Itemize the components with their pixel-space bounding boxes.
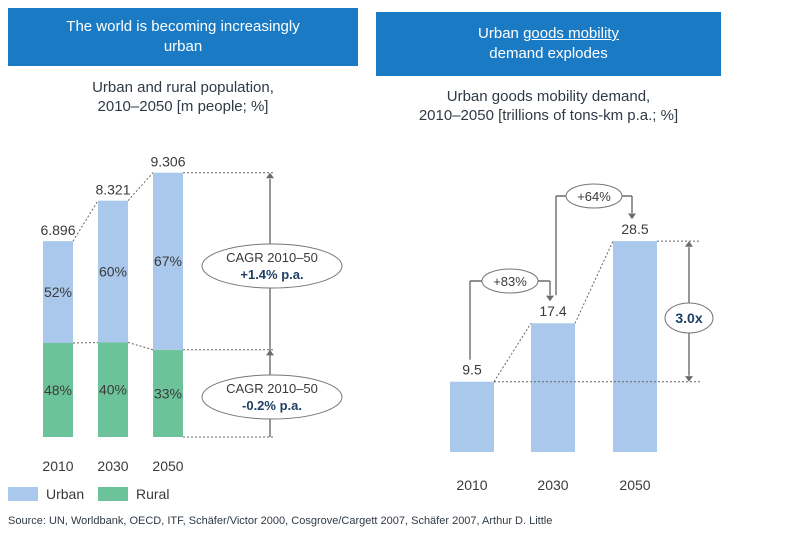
urban-share-label-2050: 67% bbox=[154, 253, 182, 269]
source-note: Source: UN, Worldbank, OECD, ITF, Schäfe… bbox=[8, 515, 553, 527]
left-panel-banner: The world is becoming increasingly urban bbox=[8, 8, 358, 66]
right-x-tick-2010: 2010 bbox=[456, 477, 487, 493]
left-subtitle-line1: Urban and rural population, bbox=[92, 79, 274, 96]
right-banner-prefix: Urban bbox=[478, 25, 524, 42]
right-banner-underlined: goods mobility bbox=[523, 25, 619, 42]
right-banner-line2: demand explodes bbox=[489, 45, 608, 62]
total-label-2030: 8.321 bbox=[95, 182, 130, 198]
total-label-2010: 6.896 bbox=[40, 222, 75, 238]
rural-cagr-value: -0.2% p.a. bbox=[242, 398, 302, 413]
urban-bar-2050 bbox=[153, 172, 183, 350]
left-subtitle-line2: 2010–2050 [m people; %] bbox=[97, 98, 269, 115]
right-x-tick-2050: 2050 bbox=[619, 477, 650, 493]
demand-bar-2050 bbox=[613, 241, 657, 452]
right-chart-subtitle: Urban goods mobility demand, 2010–2050 [… bbox=[376, 87, 721, 125]
rural-share-label-2050: 33% bbox=[154, 385, 182, 401]
rural-bar-2050 bbox=[153, 349, 183, 437]
rural-cagr-bubble bbox=[201, 374, 343, 420]
rural-share-label-2030: 40% bbox=[99, 382, 127, 398]
growth-arrowhead-2 bbox=[628, 213, 636, 220]
rural-cagr-line1: CAGR 2010–50 bbox=[226, 381, 318, 396]
multiplier-arrowhead-top bbox=[685, 241, 693, 247]
right-subtitle-line1: Urban goods mobility demand, bbox=[446, 88, 651, 105]
legend-swatch-rural bbox=[98, 487, 128, 501]
left-x-tick-2030: 2030 bbox=[97, 458, 128, 474]
growth-bubble-2 bbox=[565, 183, 623, 209]
demand-value-label-2030: 17.4 bbox=[539, 303, 566, 319]
urban-cagr-value: +1.4% p.a. bbox=[240, 267, 303, 282]
right-subtitle-line2: 2010–2050 [trillions of tons-km p.a.; %] bbox=[418, 107, 679, 124]
demand-connector-0 bbox=[493, 322, 532, 382]
right-banner-line1: Urban goods mobility bbox=[376, 24, 721, 44]
top-connector-1 bbox=[127, 172, 154, 202]
urban-cagr-bubble bbox=[201, 243, 343, 289]
right-panel-banner: Urban goods mobility demand explodes bbox=[376, 12, 721, 76]
left-banner-line2: urban bbox=[163, 38, 203, 55]
demand-value-label-2010: 9.5 bbox=[462, 362, 482, 378]
urban-share-label-2030: 60% bbox=[99, 264, 127, 280]
left-x-tick-2010: 2010 bbox=[42, 458, 73, 474]
rural-bar-2030 bbox=[98, 342, 128, 437]
multiplier-arrowhead-bottom bbox=[685, 376, 693, 382]
demand-bar-2010 bbox=[450, 381, 494, 452]
rural-cagr-arrowhead bbox=[266, 349, 274, 356]
urban-cagr-arrowhead bbox=[266, 172, 274, 179]
multiplier-label: 3.0x bbox=[675, 310, 702, 326]
demand-connector-1 bbox=[574, 240, 614, 324]
mid-connector-0 bbox=[72, 341, 99, 344]
demand-bar-2030 bbox=[531, 323, 575, 452]
urban-bar-2010 bbox=[43, 241, 73, 343]
demand-value-label-2050: 28.5 bbox=[621, 221, 648, 237]
urban-cagr-line1: CAGR 2010–50 bbox=[226, 250, 318, 265]
growth-arrowhead-1 bbox=[546, 295, 554, 302]
rural-share-label-2010: 48% bbox=[44, 382, 72, 398]
rural-bar-2010 bbox=[43, 342, 73, 437]
total-label-2050: 9.306 bbox=[150, 154, 185, 170]
growth-label-2030-2050: +64% bbox=[577, 189, 611, 204]
growth-bubble-1 bbox=[481, 268, 539, 294]
mid-connector-1 bbox=[127, 341, 154, 351]
legend-swatch-urban bbox=[8, 487, 38, 501]
urban-share-label-2010: 52% bbox=[44, 284, 72, 300]
top-connector-0 bbox=[72, 200, 99, 242]
left-banner-line1: The world is becoming increasingly bbox=[66, 18, 300, 35]
left-chart-subtitle: Urban and rural population, 2010–2050 [m… bbox=[8, 78, 358, 116]
right-x-tick-2030: 2030 bbox=[537, 477, 568, 493]
urban-bar-2030 bbox=[98, 200, 128, 343]
left-x-tick-2050: 2050 bbox=[152, 458, 183, 474]
multiplier-bubble bbox=[664, 302, 714, 334]
legend-label-urban: Urban bbox=[46, 486, 84, 502]
legend-label-rural: Rural bbox=[136, 486, 169, 502]
growth-label-2010-2030: +83% bbox=[493, 274, 527, 289]
